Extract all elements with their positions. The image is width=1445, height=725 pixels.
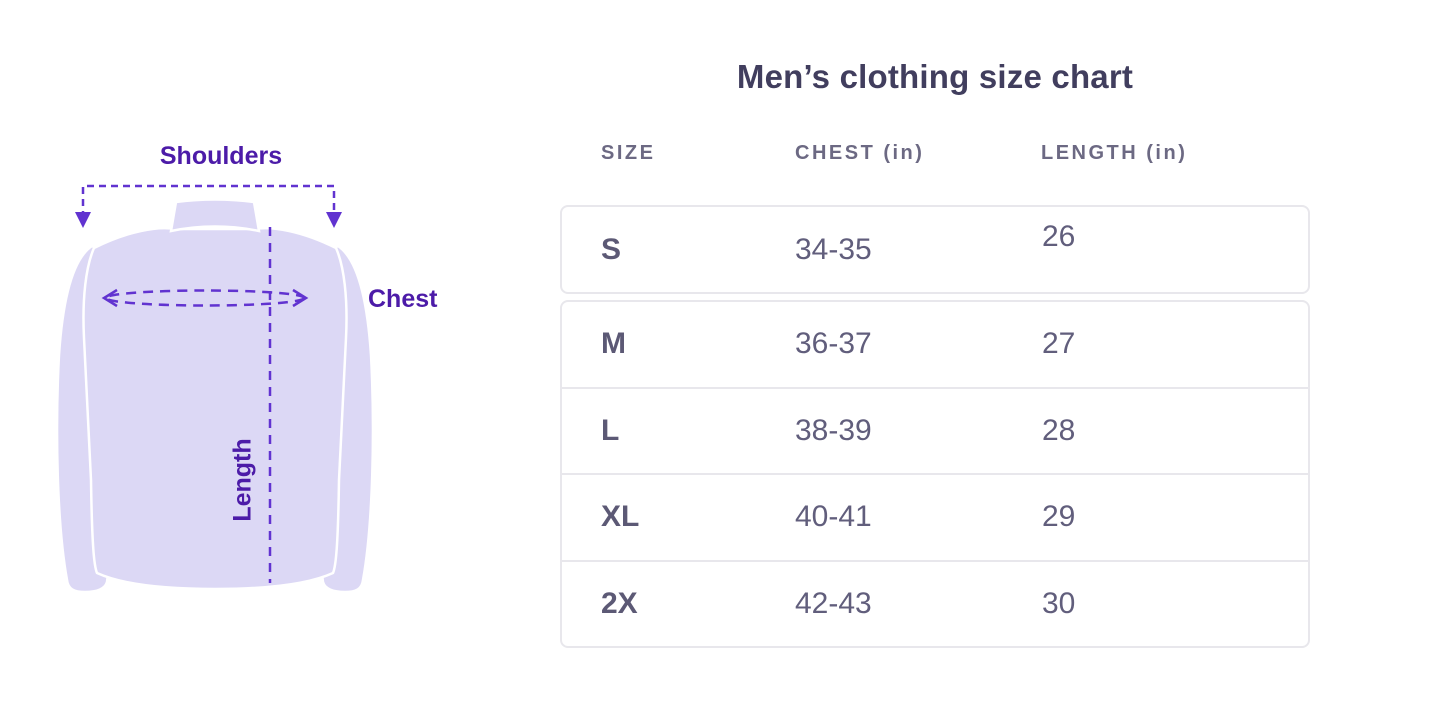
size-value: 2X (601, 586, 638, 620)
table-row-s-box: S 34-35 26 (560, 205, 1310, 294)
length-value: 27 (1042, 327, 1076, 361)
size-value: XL (601, 500, 640, 534)
length-value: 30 (1042, 586, 1076, 620)
length-value: 29 (1042, 500, 1076, 534)
size-chart: Men’s clothing size chart SIZE CHEST (in… (560, 0, 1310, 725)
shirt-body (82, 226, 348, 591)
shoulders-label: Shoulders (159, 142, 283, 170)
chest-value: 40-41 (795, 500, 872, 534)
length-label: Length (228, 438, 257, 522)
chest-value: 36-37 (795, 327, 872, 361)
table-row: XL 40-41 29 (562, 473, 1308, 560)
page-title: Men’s clothing size chart (736, 58, 1134, 95)
table-header-row: SIZE CHEST (in) LENGTH (in) (560, 142, 1310, 166)
shirt-illustration (55, 184, 375, 594)
table-row: L 38-39 28 (562, 386, 1308, 474)
size-value: S (601, 232, 622, 266)
shoulder-arrowheads (75, 212, 342, 228)
size-value: L (601, 413, 620, 447)
length-value: 28 (1042, 413, 1076, 447)
chest-value: 42-43 (795, 586, 872, 620)
shoulders-measure-line (81, 184, 336, 218)
table-row: S 34-35 26 (562, 207, 1308, 292)
arrow-down-left-icon (75, 212, 91, 228)
table-row: 2X 42-43 30 (562, 559, 1308, 647)
chest-label: Chest (368, 285, 438, 313)
length-value: 26 (1042, 219, 1076, 253)
measurement-lines (81, 184, 336, 583)
table-row: M 36-37 27 (562, 302, 1308, 387)
chest-value: 38-39 (795, 413, 872, 447)
column-header-size: SIZE (601, 142, 656, 164)
shirt-shape (55, 198, 375, 594)
arrow-down-right-icon (326, 212, 342, 228)
shirt-measurement-diagram: Shoulders Chest Length (0, 0, 470, 725)
column-header-chest: CHEST (in) (795, 142, 925, 164)
chest-value: 34-35 (795, 232, 872, 266)
shirt-collar (169, 198, 261, 233)
size-value: M (601, 327, 626, 361)
column-header-length: LENGTH (in) (1041, 142, 1188, 164)
chest-arrow-right (292, 288, 309, 308)
table-rows-group: M 36-37 27 L 38-39 28 XL 40-41 29 2X 42-… (560, 300, 1310, 648)
chest-arrow-left (101, 288, 118, 308)
